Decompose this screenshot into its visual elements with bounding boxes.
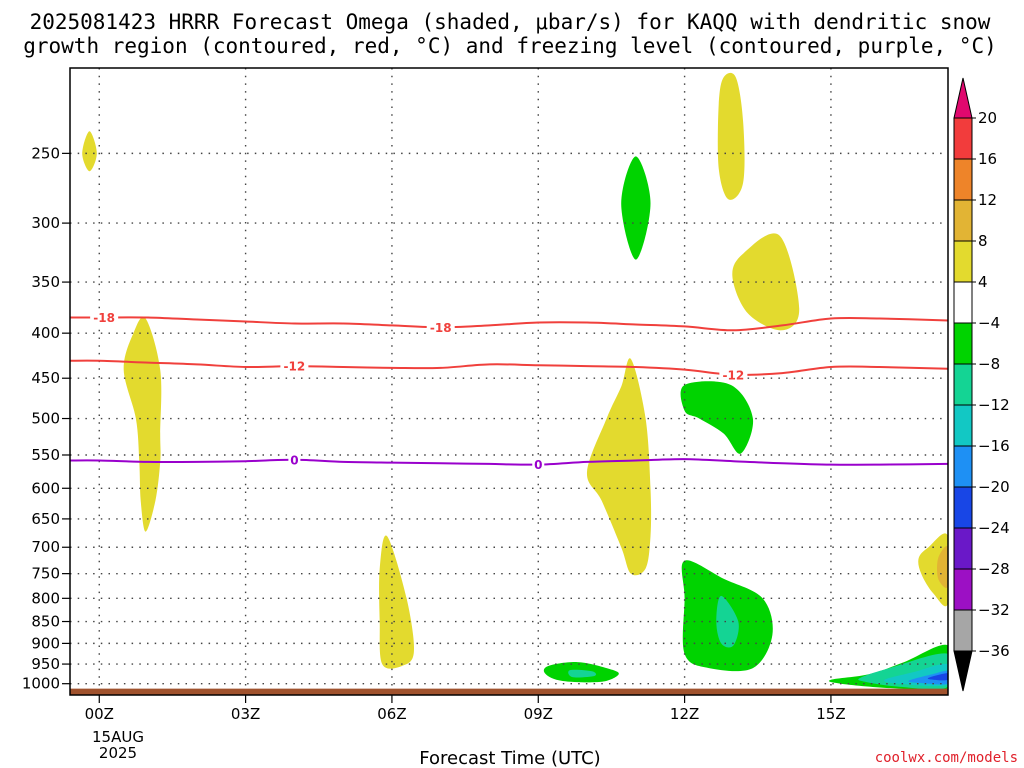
contour-label-bg-2 bbox=[280, 359, 309, 374]
y-tick-label-950: 950 bbox=[31, 655, 60, 673]
colorbar-bin-5 bbox=[953, 322, 973, 365]
colorbar-label-1: 16 bbox=[978, 150, 997, 168]
contour-label-bg-1 bbox=[426, 320, 455, 335]
colorbar-bin-7 bbox=[953, 404, 973, 447]
contour-label-bg-4 bbox=[288, 452, 301, 467]
y-tick-label-350: 350 bbox=[31, 273, 60, 291]
contour-label-5: 0 bbox=[534, 458, 542, 472]
y-tick-label-450: 450 bbox=[31, 369, 60, 387]
contour-label-0: -18 bbox=[93, 311, 115, 325]
chart-title-line-1: 2025081423 HRRR Forecast Omega (shaded, … bbox=[30, 10, 991, 34]
plot-frame bbox=[69, 67, 949, 696]
y-tick-label-700: 700 bbox=[31, 538, 60, 556]
contour-label-3: -12 bbox=[723, 368, 745, 382]
x-tick-label-06Z: 06Z bbox=[377, 705, 406, 723]
x-axis-title: Forecast Time (UTC) bbox=[419, 748, 600, 768]
omega-region-18 bbox=[927, 673, 948, 681]
colorbar-bin-11 bbox=[953, 568, 973, 611]
colorbar-label-11: −28 bbox=[978, 560, 1010, 578]
y-tick-label-400: 400 bbox=[31, 324, 60, 342]
y-tick-label-550: 550 bbox=[31, 446, 60, 464]
contour-label-2: -12 bbox=[284, 360, 306, 374]
x-tick-label-12Z: 12Z bbox=[670, 705, 699, 723]
colorbar-label-7: −12 bbox=[978, 396, 1010, 414]
x-tick-label-09Z: 09Z bbox=[524, 705, 553, 723]
x-date-line-1: 15AUG bbox=[92, 728, 144, 746]
x-tick-label-15Z: 15Z bbox=[816, 705, 845, 723]
colorbar-bin-0 bbox=[953, 117, 973, 160]
colorbar-label-6: −8 bbox=[978, 355, 1000, 373]
omega-region-17 bbox=[908, 670, 948, 685]
colorbar-bin-9 bbox=[953, 486, 973, 529]
omega-region-5 bbox=[732, 233, 800, 331]
y-tick-label-500: 500 bbox=[31, 410, 60, 428]
contour-layer: -18 -18 -12 -12 0 0 bbox=[70, 310, 948, 472]
omega-region-0 bbox=[82, 131, 97, 172]
colorbar-bin-3 bbox=[953, 240, 973, 283]
omega-region-1 bbox=[123, 316, 162, 532]
colorbar-bottom-arrow bbox=[953, 650, 973, 692]
x-tick-label-03Z: 03Z bbox=[231, 705, 260, 723]
omega-region-9 bbox=[680, 381, 754, 454]
omega-region-4 bbox=[717, 72, 745, 200]
y-tick-label-850: 850 bbox=[31, 613, 60, 631]
terrain-layer bbox=[70, 688, 948, 695]
omega-region-11 bbox=[716, 595, 739, 648]
contour-label-1: -18 bbox=[430, 321, 452, 335]
y-tick-label-900: 900 bbox=[31, 634, 60, 652]
colorbar-bin-6 bbox=[953, 363, 973, 406]
colorbar-label-0: 20 bbox=[978, 109, 997, 127]
contour-line-minus18-0 bbox=[70, 316, 948, 332]
contour-label-4: 0 bbox=[290, 453, 298, 467]
omega-region-13 bbox=[568, 669, 597, 678]
chart-title-line-2: growth region (contoured, red, °C) and f… bbox=[23, 34, 997, 58]
colorbar-label-4: 4 bbox=[978, 273, 988, 291]
contour-label-bg-0 bbox=[90, 310, 119, 325]
y-tick-label-250: 250 bbox=[31, 144, 60, 162]
colorbar-bin-8 bbox=[953, 445, 973, 488]
colorbar-label-10: −24 bbox=[978, 519, 1010, 537]
x-date-line-2: 2025 bbox=[99, 744, 137, 762]
colorbar-label-9: −20 bbox=[978, 478, 1010, 496]
colorbar-label-8: −16 bbox=[978, 437, 1010, 455]
y-tick-label-750: 750 bbox=[31, 565, 60, 583]
y-tick-label-1000: 1000 bbox=[22, 675, 60, 693]
omega-region-3 bbox=[586, 358, 652, 576]
omega-region-6 bbox=[918, 533, 948, 607]
contour-line-0-2 bbox=[70, 458, 948, 466]
omega-region-7 bbox=[937, 546, 948, 588]
omega-region-8 bbox=[621, 156, 651, 260]
colorbar-bin-12 bbox=[953, 609, 973, 652]
y-tick-label-300: 300 bbox=[31, 214, 60, 232]
y-tick-label-600: 600 bbox=[31, 479, 60, 497]
colorbar-bin-4 bbox=[953, 281, 973, 324]
colorbar-label-12: −32 bbox=[978, 601, 1010, 619]
colorbar-label-3: 8 bbox=[978, 232, 988, 250]
credit-text: coolwx.com/models bbox=[875, 750, 1018, 766]
contour-line-minus12-1 bbox=[70, 359, 948, 376]
x-tick-label-00Z: 00Z bbox=[85, 705, 114, 723]
contour-label-bg-3 bbox=[719, 367, 748, 382]
colorbar-label-2: 12 bbox=[978, 191, 997, 209]
colorbar-top-arrow bbox=[953, 77, 973, 119]
omega-shading-layer bbox=[82, 72, 948, 692]
colorbar-bin-10 bbox=[953, 527, 973, 570]
grid-layer bbox=[70, 68, 948, 695]
y-tick-label-650: 650 bbox=[31, 510, 60, 528]
colorbar-label-5: −4 bbox=[978, 314, 1000, 332]
colorbar-label-13: −36 bbox=[978, 642, 1010, 660]
contour-label-bg-5 bbox=[532, 457, 545, 472]
colorbar-bin-2 bbox=[953, 199, 973, 242]
terrain-fill bbox=[70, 688, 948, 695]
axes-layer: 250 300 350 400 450 500 550 600 650 700 750 800 850 9… bbox=[22, 67, 949, 723]
colorbar: 20 16 12 8 4 −4 −8 −12 −16 −20 −24 −28 −32 −36 bbox=[953, 77, 1010, 692]
y-tick-label-800: 800 bbox=[31, 589, 60, 607]
omega-region-2 bbox=[379, 535, 415, 669]
colorbar-bin-1 bbox=[953, 158, 973, 201]
